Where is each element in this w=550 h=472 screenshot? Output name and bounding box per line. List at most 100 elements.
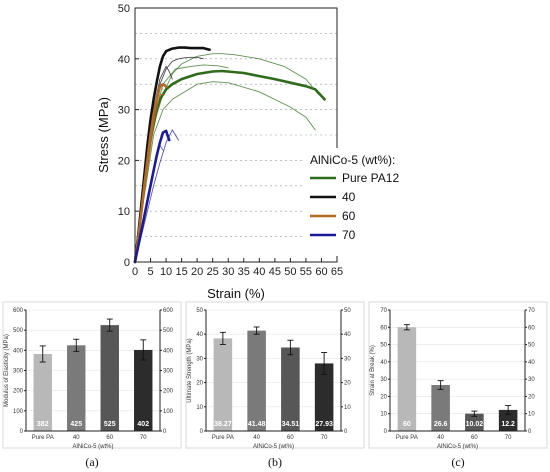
- y-tick-label: 70: [380, 308, 387, 314]
- y2-tick-label: 400: [163, 348, 174, 354]
- panel-frame: [368, 301, 548, 449]
- y-tick-label: 200: [13, 389, 24, 395]
- x-axis-title: Strain (%): [207, 286, 265, 301]
- bar-value-label: 382: [37, 421, 49, 428]
- x-tick-label: 30: [222, 266, 234, 278]
- bar: [465, 413, 484, 431]
- bar: [100, 325, 119, 431]
- y-tick-label: 10: [118, 206, 130, 218]
- legend-entry: 40: [342, 190, 356, 204]
- legend-entry: 70: [342, 228, 356, 242]
- y-tick-label: 50: [380, 343, 387, 349]
- y-axis-title: Ultimate Strength (MPa): [187, 338, 193, 402]
- x-tick-label: 15: [175, 266, 187, 278]
- x-tick-label: 40: [437, 435, 444, 441]
- y2-tick-label: 20: [528, 394, 535, 400]
- panel-frame: [185, 301, 365, 449]
- y-tick-label: 30: [196, 356, 203, 362]
- modulus-bar-chart: 382 Pure PA 425 40 525 60 402 70 0 100 200 300 400 50…: [2, 301, 182, 469]
- bar-value-label: 425: [70, 421, 82, 428]
- y2-tick-label: 40: [528, 360, 535, 366]
- bar: [247, 330, 266, 431]
- x-tick-label: 60: [106, 435, 113, 441]
- x-tick-label: 5: [147, 266, 153, 278]
- x-tick-label: 70: [505, 435, 512, 441]
- y2-tick-label: 40: [344, 332, 351, 338]
- y-axis-title: Modulus of Elasticity (MPa): [4, 334, 10, 407]
- x-tick-label: Pure PA: [396, 435, 418, 441]
- y-tick-label: 10: [380, 412, 387, 418]
- y2-tick-label: 100: [163, 409, 174, 415]
- y-tick-label: 0: [384, 429, 388, 435]
- x-tick-label: 0: [132, 266, 138, 278]
- y2-tick-label: 10: [528, 412, 535, 418]
- bar-value-label: 34.51: [282, 421, 300, 428]
- y2-tick-label: 200: [163, 389, 174, 395]
- y2-tick-label: 20: [344, 381, 351, 387]
- panel-frame: [2, 301, 182, 449]
- x-axis-title: AlNiCo-5 (wt%): [72, 444, 113, 450]
- x-tick-label: 40: [253, 266, 265, 278]
- legend-background: [302, 148, 422, 256]
- y-axis-title: Strain at Break (%): [370, 345, 376, 396]
- y-tick-label: 20: [380, 394, 387, 400]
- y2-tick-label: 70: [528, 308, 535, 314]
- y-axis-title: Stress (MPa): [96, 97, 111, 173]
- x-tick-label: 60: [287, 435, 294, 441]
- bar: [134, 349, 153, 431]
- y2-tick-label: 10: [344, 405, 351, 411]
- series-curve-4-1: [133, 129, 171, 264]
- bar-value-label: 41.48: [248, 421, 266, 428]
- y-tick-label: 300: [13, 369, 24, 375]
- y-tick-label: 0: [200, 429, 204, 435]
- x-tick-label: 65: [331, 266, 343, 278]
- y-tick-label: 600: [13, 308, 24, 314]
- x-tick-label: 40: [253, 435, 260, 441]
- bar: [213, 338, 233, 431]
- bar-value-label: 12.2: [501, 421, 515, 428]
- x-axis-title: AlNiCo-5 (wt%): [253, 444, 294, 450]
- y2-tick-label: 0: [344, 429, 348, 435]
- y-tick-label: 0: [124, 257, 130, 269]
- y-tick-label: 40: [118, 54, 130, 66]
- y-tick-label: 40: [380, 360, 387, 366]
- y-tick-label: 400: [13, 348, 24, 354]
- y-tick-label: 40: [196, 332, 203, 338]
- series-curve-1-3: [134, 81, 316, 263]
- legend-entry: Pure PA12: [342, 171, 399, 185]
- x-tick-label: 50: [284, 266, 296, 278]
- y2-tick-label: 50: [528, 343, 535, 349]
- bar: [281, 347, 300, 431]
- y-tick-label: 50: [196, 308, 203, 314]
- y-tick-label: 30: [380, 377, 387, 383]
- x-tick-label: 10: [160, 266, 172, 278]
- x-tick-label: Pure PA: [212, 435, 234, 441]
- x-tick-label: 70: [321, 435, 328, 441]
- y2-tick-label: 500: [163, 328, 174, 334]
- bar-value-label: 60: [403, 421, 411, 428]
- bar: [33, 353, 52, 431]
- series-curve-1-1: [133, 69, 326, 264]
- bar-value-label: 402: [137, 421, 149, 428]
- strain-bar-chart: 60 Pure PA 26.6 40 10.02 60 12.2 70 0 10 20 30 40 50 6…: [368, 301, 548, 469]
- x-tick-label: Pure PA: [32, 435, 54, 441]
- series-curve-3-1: [133, 82, 168, 264]
- y2-tick-label: 50: [344, 308, 351, 314]
- x-tick-label: 40: [73, 435, 80, 441]
- y2-tick-label: 600: [163, 308, 174, 314]
- bar: [397, 327, 417, 431]
- y-tick-label: 10: [196, 405, 203, 411]
- x-tick-label: 20: [191, 266, 203, 278]
- x-tick-label: 25: [207, 266, 219, 278]
- y-tick-label: 0: [20, 429, 24, 435]
- y-tick-label: 30: [118, 105, 130, 117]
- x-tick-label: 60: [471, 435, 478, 441]
- y2-tick-label: 300: [163, 369, 174, 375]
- x-tick-label: 35: [238, 266, 250, 278]
- bar: [431, 385, 450, 431]
- x-tick-label: 60: [315, 266, 327, 278]
- y-tick-label: 20: [196, 381, 203, 387]
- bar-value-label: 38.27: [214, 421, 232, 428]
